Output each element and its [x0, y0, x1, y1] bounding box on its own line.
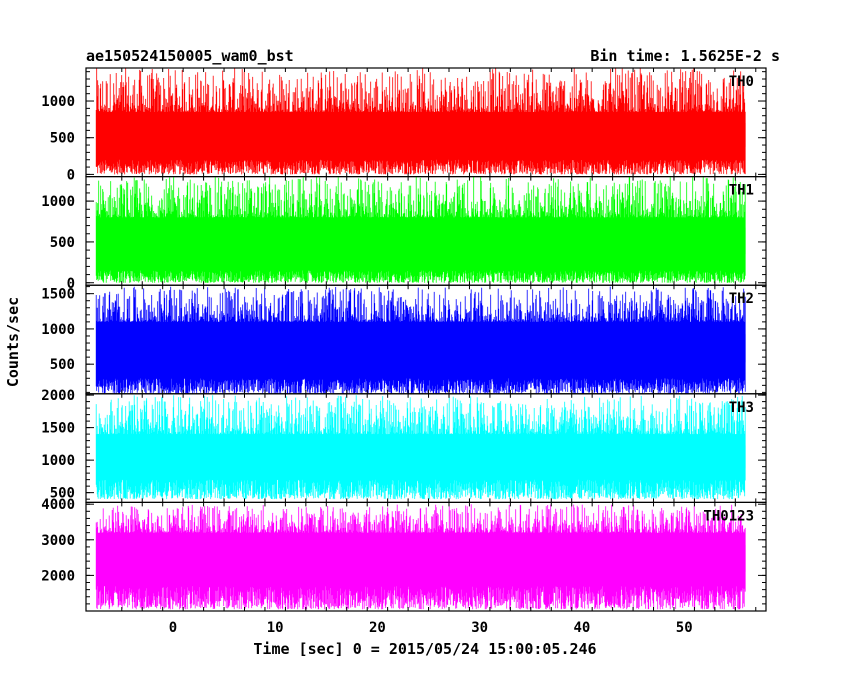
y-tick-label: 1000 [41, 94, 75, 110]
light-curve-figure: ae150524150005_wam0_bst Bin time: 1.5625… [0, 0, 850, 680]
y-tick-label: 1000 [41, 194, 75, 210]
x-tick-label: 50 [676, 620, 693, 636]
x-tick-label: 0 [169, 620, 177, 636]
panel-th2: 500 1000 1500 TH2 [41, 285, 766, 394]
series-core-th1 [96, 228, 745, 255]
x-tick-label: 20 [369, 620, 386, 636]
y-tick-label: 3000 [41, 533, 75, 549]
x-tick-label: 30 [471, 620, 488, 636]
panel-label: TH3 [729, 400, 754, 416]
x-tick-label: 10 [267, 620, 284, 636]
x-axis-label: Time [sec] 0 = 2015/05/24 15:00:05.246 [253, 640, 596, 658]
x-tick-group: 0 10 20 30 40 50 [169, 620, 693, 636]
series-core-th0 [96, 123, 745, 147]
series-core-th3 [96, 445, 745, 468]
panel-label: TH0 [729, 74, 754, 90]
y-tick-label: 2000 [41, 388, 75, 404]
series-core-th0123 [96, 545, 745, 572]
y-tick-label: 1500 [41, 421, 75, 437]
y-tick-label: 500 [50, 235, 75, 251]
y-tick-label: 1000 [41, 453, 75, 469]
panel-label: TH1 [729, 183, 754, 199]
panel-th0123: 2000 3000 4000 TH0123 [41, 497, 766, 611]
y-tick-label: 500 [50, 357, 75, 373]
y-tick-label: 0 [67, 167, 75, 183]
y-tick-label: 4000 [41, 497, 75, 513]
y-tick-label: 1000 [41, 322, 75, 338]
y-axis-label: Counts/sec [4, 297, 22, 387]
y-tick-label: 2000 [41, 568, 75, 584]
panel-th0: 0 500 1000 TH0 [41, 68, 766, 183]
title-left: ae150524150005_wam0_bst [86, 47, 294, 65]
x-tick-label: 40 [574, 620, 591, 636]
panel-label: TH2 [729, 291, 754, 307]
y-tick-label: 500 [50, 131, 75, 147]
panel-label: TH0123 [703, 508, 754, 524]
title-right: Bin time: 1.5625E-2 s [590, 47, 780, 65]
y-tick-label: 1500 [41, 287, 75, 303]
series-th0 [96, 68, 745, 174]
series-core-th2 [96, 334, 745, 362]
